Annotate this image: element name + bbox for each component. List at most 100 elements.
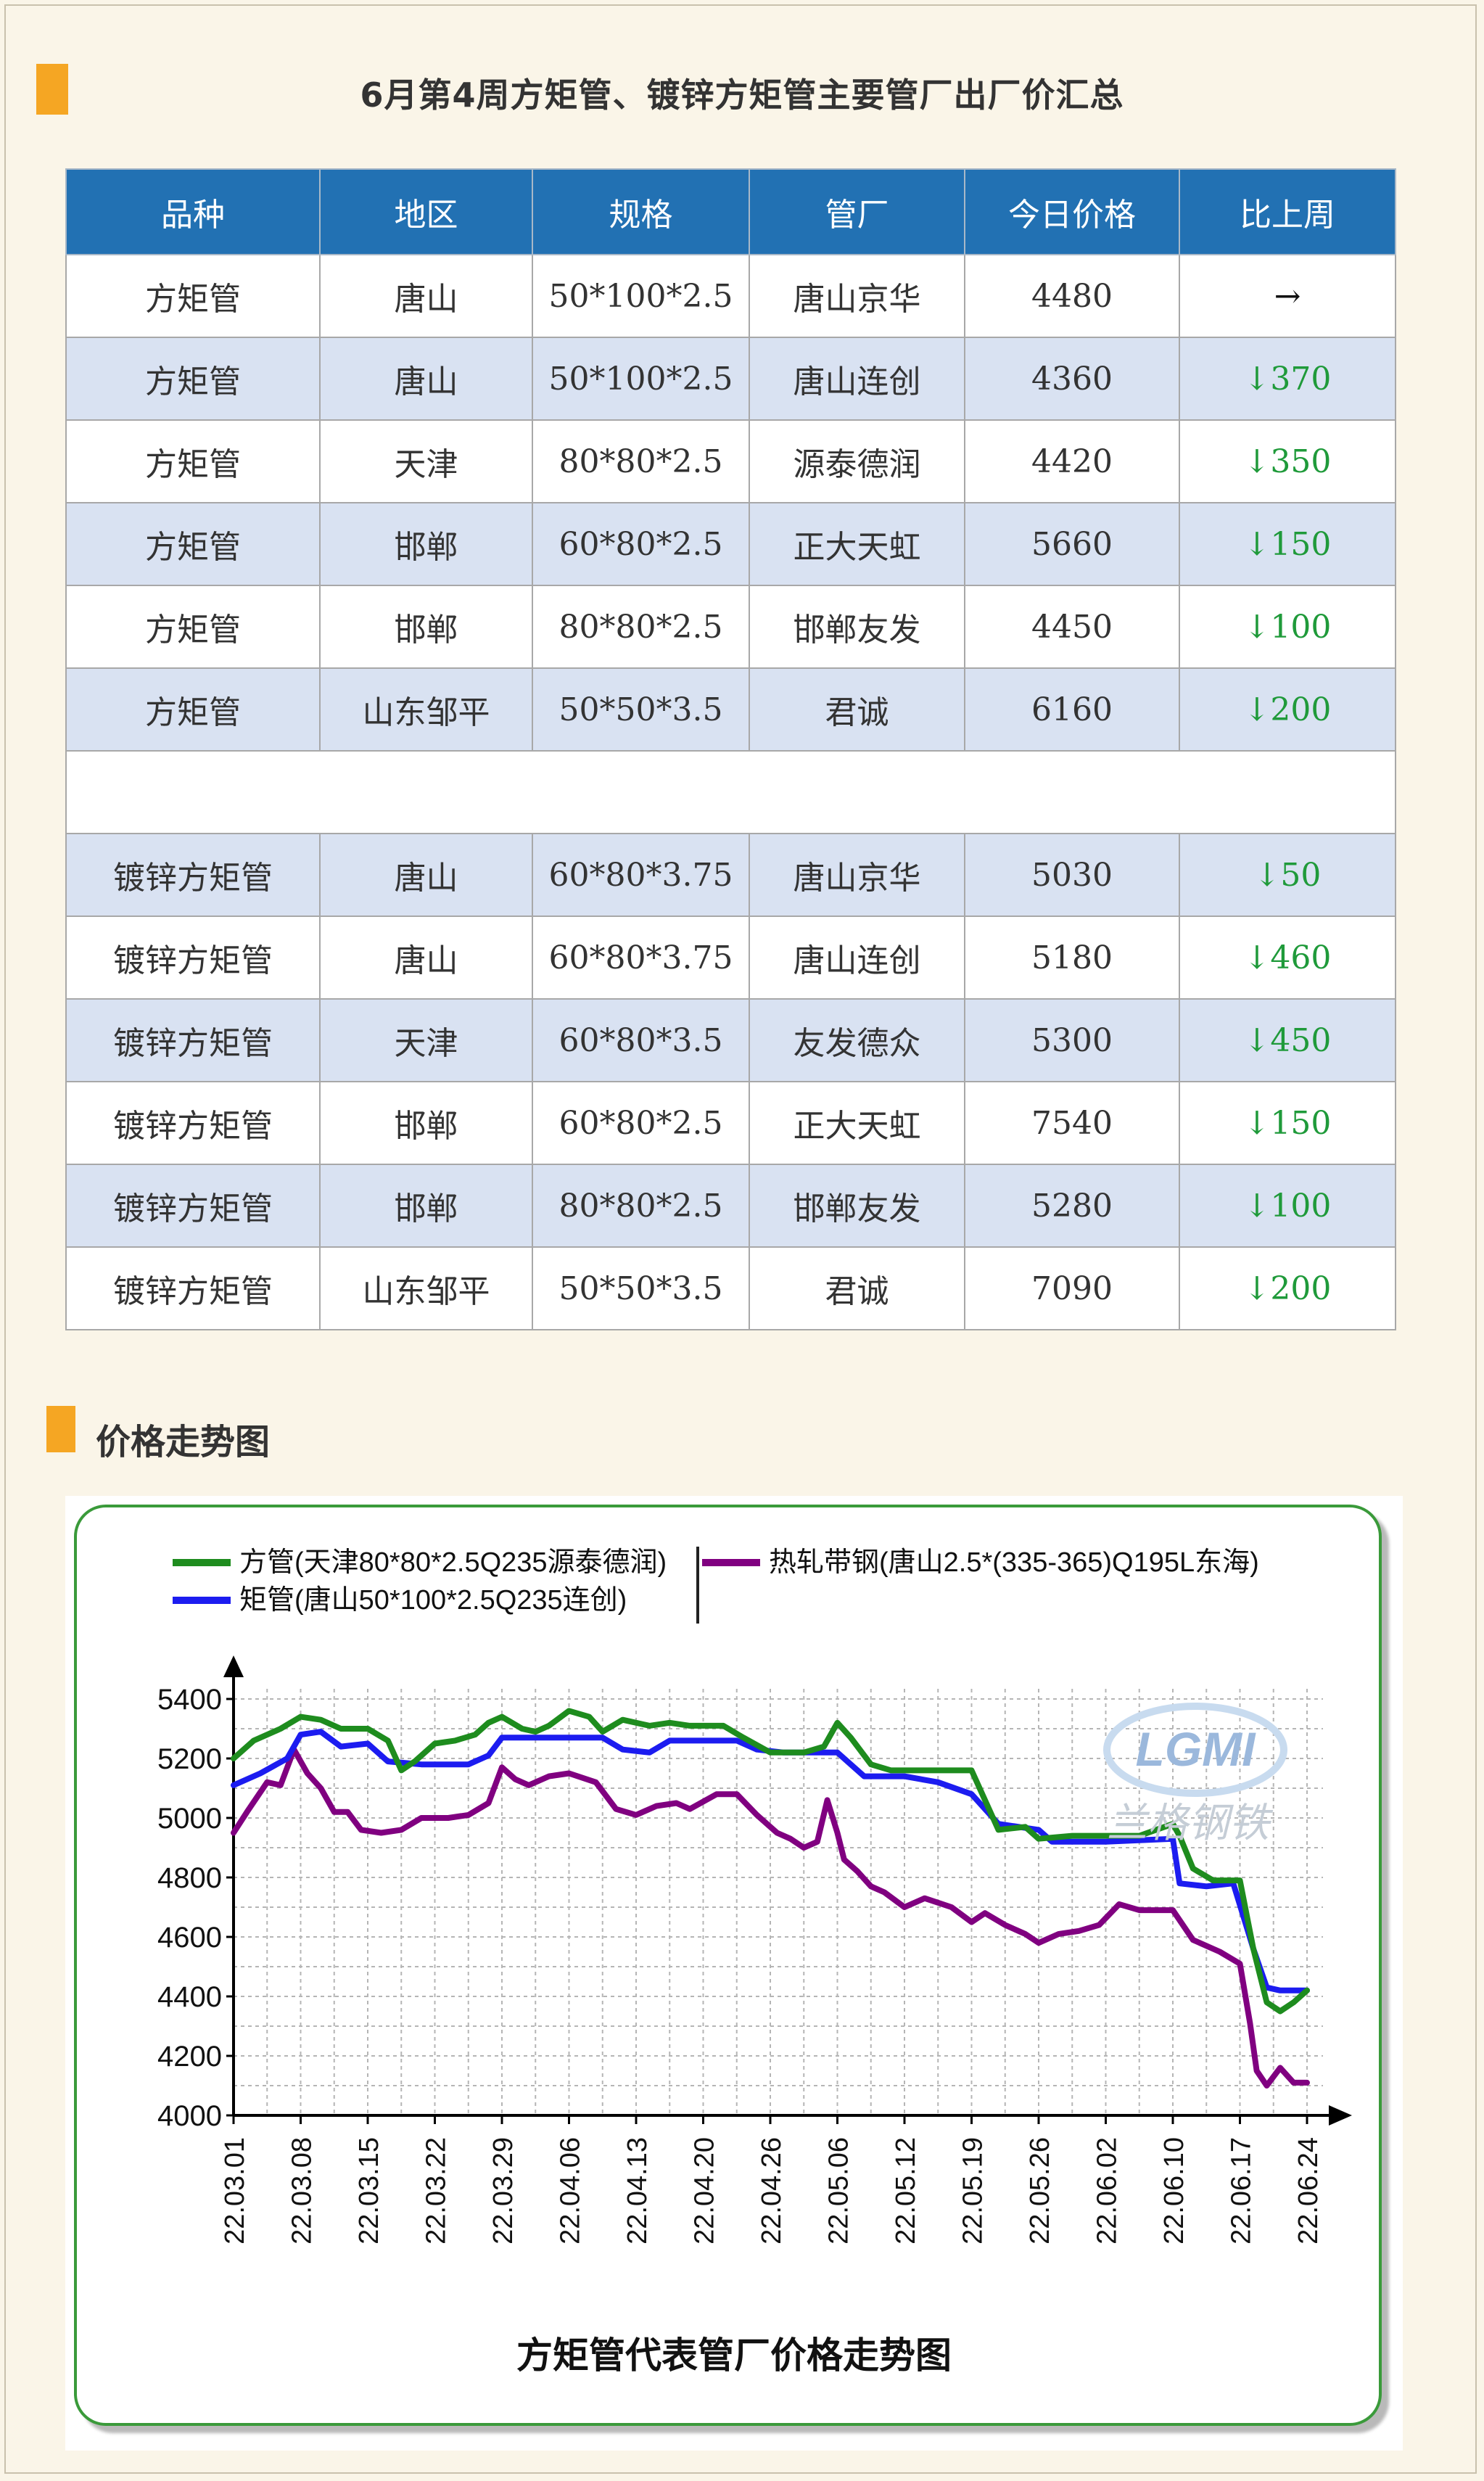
cell-spec: 50*100*2.5 <box>532 337 750 421</box>
section-title-trend: 价格走势图 <box>96 1422 271 1462</box>
legend-label: 热轧带钢(唐山2.5*(335-365)Q195L东海) <box>769 1547 1259 1578</box>
cell-mill: 唐山京华 <box>749 254 965 338</box>
cell-spec: 50*50*3.5 <box>532 667 750 752</box>
y-tick-label: 4000 <box>157 2100 222 2132</box>
col-header-region: 地区 <box>319 168 533 255</box>
cell-product: 方矩管 <box>65 585 321 669</box>
cell-mill: 唐山京华 <box>749 833 965 917</box>
y-axis-arrow-icon <box>223 1655 244 1677</box>
cell-price: 7090 <box>964 1246 1180 1330</box>
cell-price: 4480 <box>964 254 1180 338</box>
cell-product: 方矩管 <box>65 254 321 338</box>
cell-change: → <box>1179 254 1396 338</box>
table-row: 镀锌方矩管 天津 60*80*3.5 友发德众 5300 ↓450 <box>65 998 1396 1082</box>
cell-spec: 50*100*2.5 <box>532 254 750 338</box>
cell-region: 天津 <box>319 419 533 503</box>
cell-spec: 80*80*2.5 <box>532 419 750 503</box>
cell-spec: 80*80*2.5 <box>532 1164 750 1248</box>
col-header-price: 今日价格 <box>964 168 1180 255</box>
table-row: 方矩管 天津 80*80*2.5 源泰德润 4420 ↓350 <box>65 419 1396 503</box>
cell-mill: 源泰德润 <box>749 419 965 503</box>
section-marker <box>46 1406 75 1452</box>
col-header-change: 比上周 <box>1179 168 1396 255</box>
cell-product: 镀锌方矩管 <box>65 1164 321 1248</box>
cell-mill: 正大天虹 <box>749 502 965 586</box>
cell-mill: 邯郸友发 <box>749 1164 965 1248</box>
cell-spec: 80*80*2.5 <box>532 585 750 669</box>
cell-spec: 60*80*2.5 <box>532 1081 750 1165</box>
cell-mill: 君诚 <box>749 667 965 752</box>
cell-change: ↓50 <box>1179 833 1396 917</box>
cell-price: 7540 <box>964 1081 1180 1165</box>
x-tick-label: 22.04.13 <box>622 2137 653 2245</box>
cell-product: 方矩管 <box>65 337 321 421</box>
watermark-text: 兰格钢铁 <box>1107 1800 1274 1846</box>
cell-price: 5660 <box>964 502 1180 586</box>
price-table: 品种 地区 规格 管厂 今日价格 比上周 方矩管 唐山 50*100*2.5 唐山京华… <box>65 168 1396 1330</box>
cell-change: ↓200 <box>1179 1246 1396 1330</box>
x-tick-label: 22.06.10 <box>1159 2137 1190 2245</box>
cell-region: 山东邹平 <box>319 667 533 752</box>
cell-price: 5180 <box>964 916 1180 1000</box>
y-tick-label: 5200 <box>157 1743 222 1775</box>
y-tick-label: 4600 <box>157 1922 222 1954</box>
cell-region: 唐山 <box>319 337 533 421</box>
cell-change: ↓100 <box>1179 1164 1396 1248</box>
cell-change: ↓150 <box>1179 502 1396 586</box>
cell-change: ↓100 <box>1179 585 1396 669</box>
x-tick-label: 22.03.01 <box>220 2137 250 2245</box>
spacer-cell <box>65 750 1396 834</box>
cell-change: ↓200 <box>1179 667 1396 752</box>
x-tick-label: 22.05.12 <box>891 2137 921 2245</box>
series-line-2 <box>231 1746 1310 2089</box>
cell-change: ↓150 <box>1179 1081 1396 1165</box>
cell-region: 唐山 <box>319 833 533 917</box>
x-tick-label: 22.04.26 <box>757 2137 787 2245</box>
cell-spec: 60*80*3.75 <box>532 833 750 917</box>
cell-price: 4450 <box>964 585 1180 669</box>
cell-region: 唐山 <box>319 916 533 1000</box>
table-row: 镀锌方矩管 山东邹平 50*50*3.5 君诚 7090 ↓200 <box>65 1246 1396 1330</box>
cell-mill: 邯郸友发 <box>749 585 965 669</box>
table-row: 方矩管 邯郸 80*80*2.5 邯郸友发 4450 ↓100 <box>65 585 1396 669</box>
chart-container: 4000 4200 4400 4600 4800 5000 5200 5400 22.03.01… <box>65 1496 1403 2451</box>
table-row: 镀锌方矩管 邯郸 60*80*2.5 正大天虹 7540 ↓150 <box>65 1081 1396 1165</box>
cell-change: ↓460 <box>1179 916 1396 1000</box>
x-tick-label: 22.06.17 <box>1227 2137 1257 2245</box>
cell-region: 天津 <box>319 998 533 1082</box>
page-frame <box>4 4 1477 2474</box>
cell-product: 镀锌方矩管 <box>65 833 321 917</box>
col-header-mill: 管厂 <box>749 168 965 255</box>
cell-mill: 唐山连创 <box>749 916 965 1000</box>
cell-product: 镀锌方矩管 <box>65 1081 321 1165</box>
watermark-logo-text: LGMI <box>1136 1722 1257 1776</box>
page-title: 6月第4周方矩管、镀锌方矩管主要管厂出厂价汇总 <box>360 75 1124 115</box>
y-tick-label: 4200 <box>157 2041 222 2073</box>
cell-price: 4420 <box>964 419 1180 503</box>
col-header-product: 品种 <box>65 168 321 255</box>
cell-change: ↓350 <box>1179 419 1396 503</box>
series-line-0 <box>231 1708 1310 2015</box>
table-row: 镀锌方矩管 唐山 60*80*3.75 唐山连创 5180 ↓460 <box>65 916 1396 1000</box>
chart-title: 方矩管代表管厂价格走势图 <box>516 2335 952 2376</box>
cell-product: 方矩管 <box>65 419 321 503</box>
legend-label: 方管(天津80*80*2.5Q235源泰德润) <box>239 1547 667 1578</box>
x-tick-label: 22.06.24 <box>1293 2137 1324 2245</box>
series-line-1 <box>231 1729 1310 1994</box>
cell-region: 邯郸 <box>319 585 533 669</box>
cell-spec: 60*80*2.5 <box>532 502 750 586</box>
cell-region: 山东邹平 <box>319 1246 533 1330</box>
table-row: 方矩管 山东邹平 50*50*3.5 君诚 6160 ↓200 <box>65 667 1396 752</box>
table-spacer-row <box>65 750 1396 834</box>
table-row: 镀锌方矩管 唐山 60*80*3.75 唐山京华 5030 ↓50 <box>65 833 1396 917</box>
cell-change: ↓370 <box>1179 337 1396 421</box>
cell-price: 5030 <box>964 833 1180 917</box>
x-tick-label: 22.03.22 <box>421 2137 452 2245</box>
cell-mill: 君诚 <box>749 1246 965 1330</box>
cell-region: 邯郸 <box>319 1164 533 1248</box>
watermark-logo-ring <box>1103 1703 1287 1797</box>
table-row: 方矩管 唐山 50*100*2.5 唐山京华 4480 → <box>65 254 1396 338</box>
cell-product: 镀锌方矩管 <box>65 1246 321 1330</box>
cell-price: 5300 <box>964 998 1180 1082</box>
cell-product: 镀锌方矩管 <box>65 998 321 1082</box>
